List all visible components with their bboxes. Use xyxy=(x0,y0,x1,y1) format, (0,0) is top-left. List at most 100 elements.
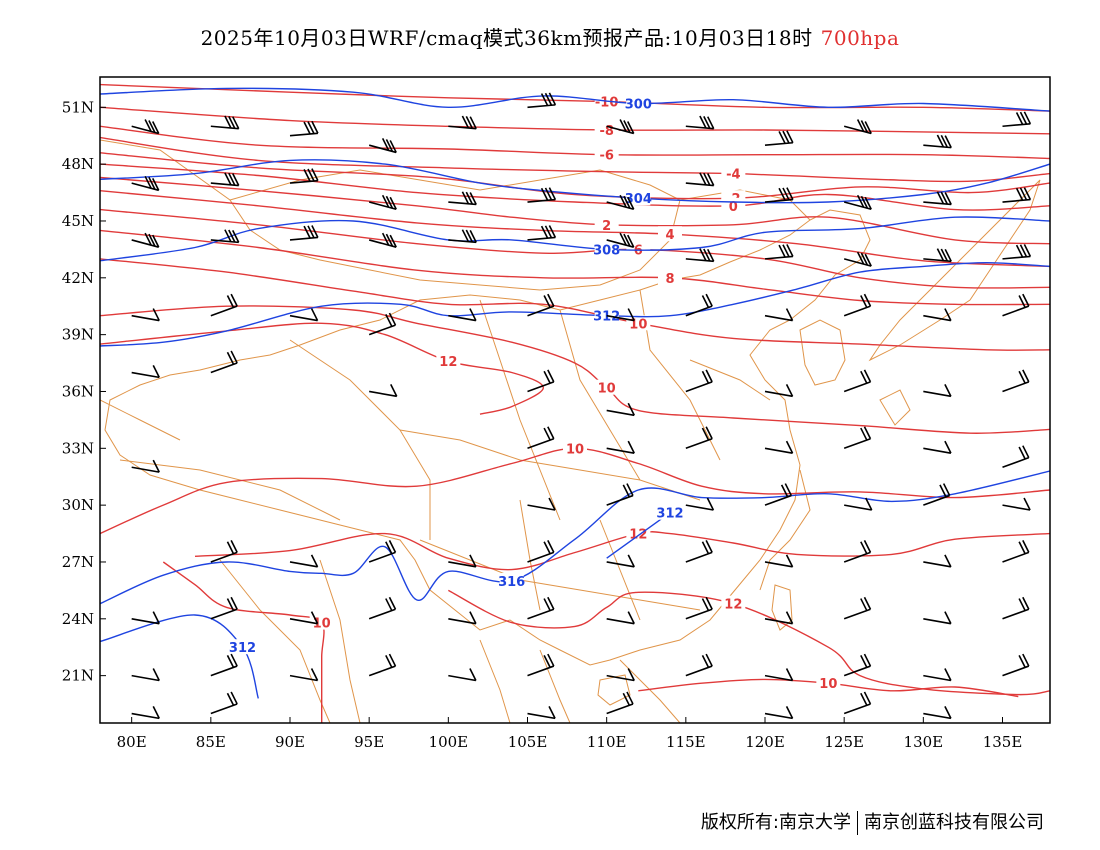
wind-barb xyxy=(448,115,477,130)
wind-barb xyxy=(606,440,635,454)
wind-barb xyxy=(1002,653,1030,677)
wind-barb xyxy=(843,293,872,317)
wind-barb xyxy=(685,293,713,317)
temperature-label-bg xyxy=(721,595,746,611)
lon-label: 100E xyxy=(429,733,469,751)
wind-barb xyxy=(606,402,635,417)
temperature-label: -6 xyxy=(599,149,613,164)
wind-barb xyxy=(844,497,873,511)
temperature-label-bg xyxy=(594,216,619,232)
wind-barb xyxy=(368,653,397,677)
korea-outline xyxy=(799,319,846,386)
height-label: 300 xyxy=(625,98,652,113)
height-contour xyxy=(100,261,1050,347)
wind-barb xyxy=(1002,293,1030,317)
wind-barb xyxy=(923,554,952,568)
lat-label: 51N xyxy=(62,98,94,116)
plot-frame xyxy=(99,76,1051,724)
height-label-bg xyxy=(230,639,255,655)
footer-separator xyxy=(857,811,858,835)
wind-barb xyxy=(448,554,477,568)
lat-label: 27N xyxy=(62,553,94,571)
wind-barb xyxy=(685,653,713,677)
lat-label: 21N xyxy=(62,667,94,685)
title-text: 2025年10月03日WRF/cmaq模式36km预报产品:10月03日18时 xyxy=(200,26,813,50)
wind-barb xyxy=(923,383,952,398)
wind-barb xyxy=(210,691,238,715)
wind-barb xyxy=(606,611,635,625)
wind-barb xyxy=(289,611,319,625)
lon-label: 110E xyxy=(587,733,627,751)
wind-barb xyxy=(369,383,398,398)
wind-barb xyxy=(289,308,319,322)
wind-barb xyxy=(368,138,397,154)
wind-barb xyxy=(1002,497,1031,511)
temperature-contour xyxy=(100,229,1050,306)
wind-barb xyxy=(131,611,160,625)
wind-barb xyxy=(923,668,952,682)
height-label-bg xyxy=(626,190,651,206)
wind-barb xyxy=(843,653,872,677)
wind-barb xyxy=(368,540,397,563)
wind-barb xyxy=(764,130,794,146)
temperature-label: 10 xyxy=(313,617,331,632)
wind-barb xyxy=(527,293,555,317)
wind-barb xyxy=(1002,244,1032,260)
wind-barb xyxy=(843,691,872,715)
temperature-label-bg xyxy=(594,379,619,395)
wind-barb xyxy=(210,229,240,244)
map-title: 2025年10月03日WRF/cmaq模式36km预报产品:10月03日18时 7… xyxy=(0,22,1100,51)
lat-label: 45N xyxy=(62,212,94,230)
lon-label: 85E xyxy=(196,733,226,751)
wind-barb xyxy=(606,554,635,568)
temperature-contour xyxy=(100,208,1050,289)
temperature-contours: -10-8-6-4-2024681010121012101210 xyxy=(100,83,1050,723)
wind-barb xyxy=(843,596,872,620)
wind-barb xyxy=(1002,369,1030,393)
wind-barb xyxy=(368,312,397,336)
china-border xyxy=(104,209,871,666)
temperature-label: 8 xyxy=(665,272,674,287)
wind-barb xyxy=(210,115,240,130)
lon-label: 120E xyxy=(745,733,785,751)
wind-barb xyxy=(210,350,238,374)
lon-label: 130E xyxy=(904,733,944,751)
height-label: 312 xyxy=(593,310,620,325)
wind-barb xyxy=(923,248,952,263)
wind-barb xyxy=(131,668,160,682)
height-label-bg xyxy=(658,504,682,520)
wind-barb xyxy=(923,191,952,206)
wind-barb xyxy=(923,440,952,454)
wind-barb xyxy=(448,229,477,244)
wind-barb xyxy=(210,540,238,563)
wind-barb xyxy=(1002,596,1030,620)
wind-barb xyxy=(685,596,713,620)
lat-label: 33N xyxy=(62,439,94,457)
temperature-label: 10 xyxy=(566,442,584,457)
temperature-label-bg xyxy=(563,440,587,456)
lat-label: 42N xyxy=(62,269,94,287)
mongolia-border xyxy=(229,169,681,291)
lon-label: 95E xyxy=(354,733,384,751)
wind-barb xyxy=(606,119,635,135)
lat-label: 24N xyxy=(62,610,94,628)
wind-barb xyxy=(843,369,872,393)
temperature-label: -4 xyxy=(726,168,740,183)
wind-barb xyxy=(764,611,794,625)
company-text: 南京创蓝科技有限公司 xyxy=(864,812,1044,833)
wind-barb xyxy=(923,308,952,322)
wind-barb xyxy=(131,459,160,473)
wind-barb xyxy=(527,497,556,511)
wind-barb xyxy=(606,691,634,715)
wind-barb xyxy=(685,540,713,563)
axes: 51N 48N 45N 42N 39N 36N 33N 30N 27N 24N 21N 80E 85E 9… xyxy=(62,98,1023,751)
wind-barb xyxy=(923,134,952,149)
temperature-label-bg xyxy=(594,122,619,138)
wind-barb xyxy=(527,426,555,450)
temperature-contour xyxy=(100,305,1050,434)
wind-barb xyxy=(368,194,397,211)
height-label: 312 xyxy=(229,641,256,656)
hainan-outline xyxy=(597,674,631,706)
temperature-label: -10 xyxy=(595,96,619,111)
wind-barb xyxy=(527,92,557,109)
